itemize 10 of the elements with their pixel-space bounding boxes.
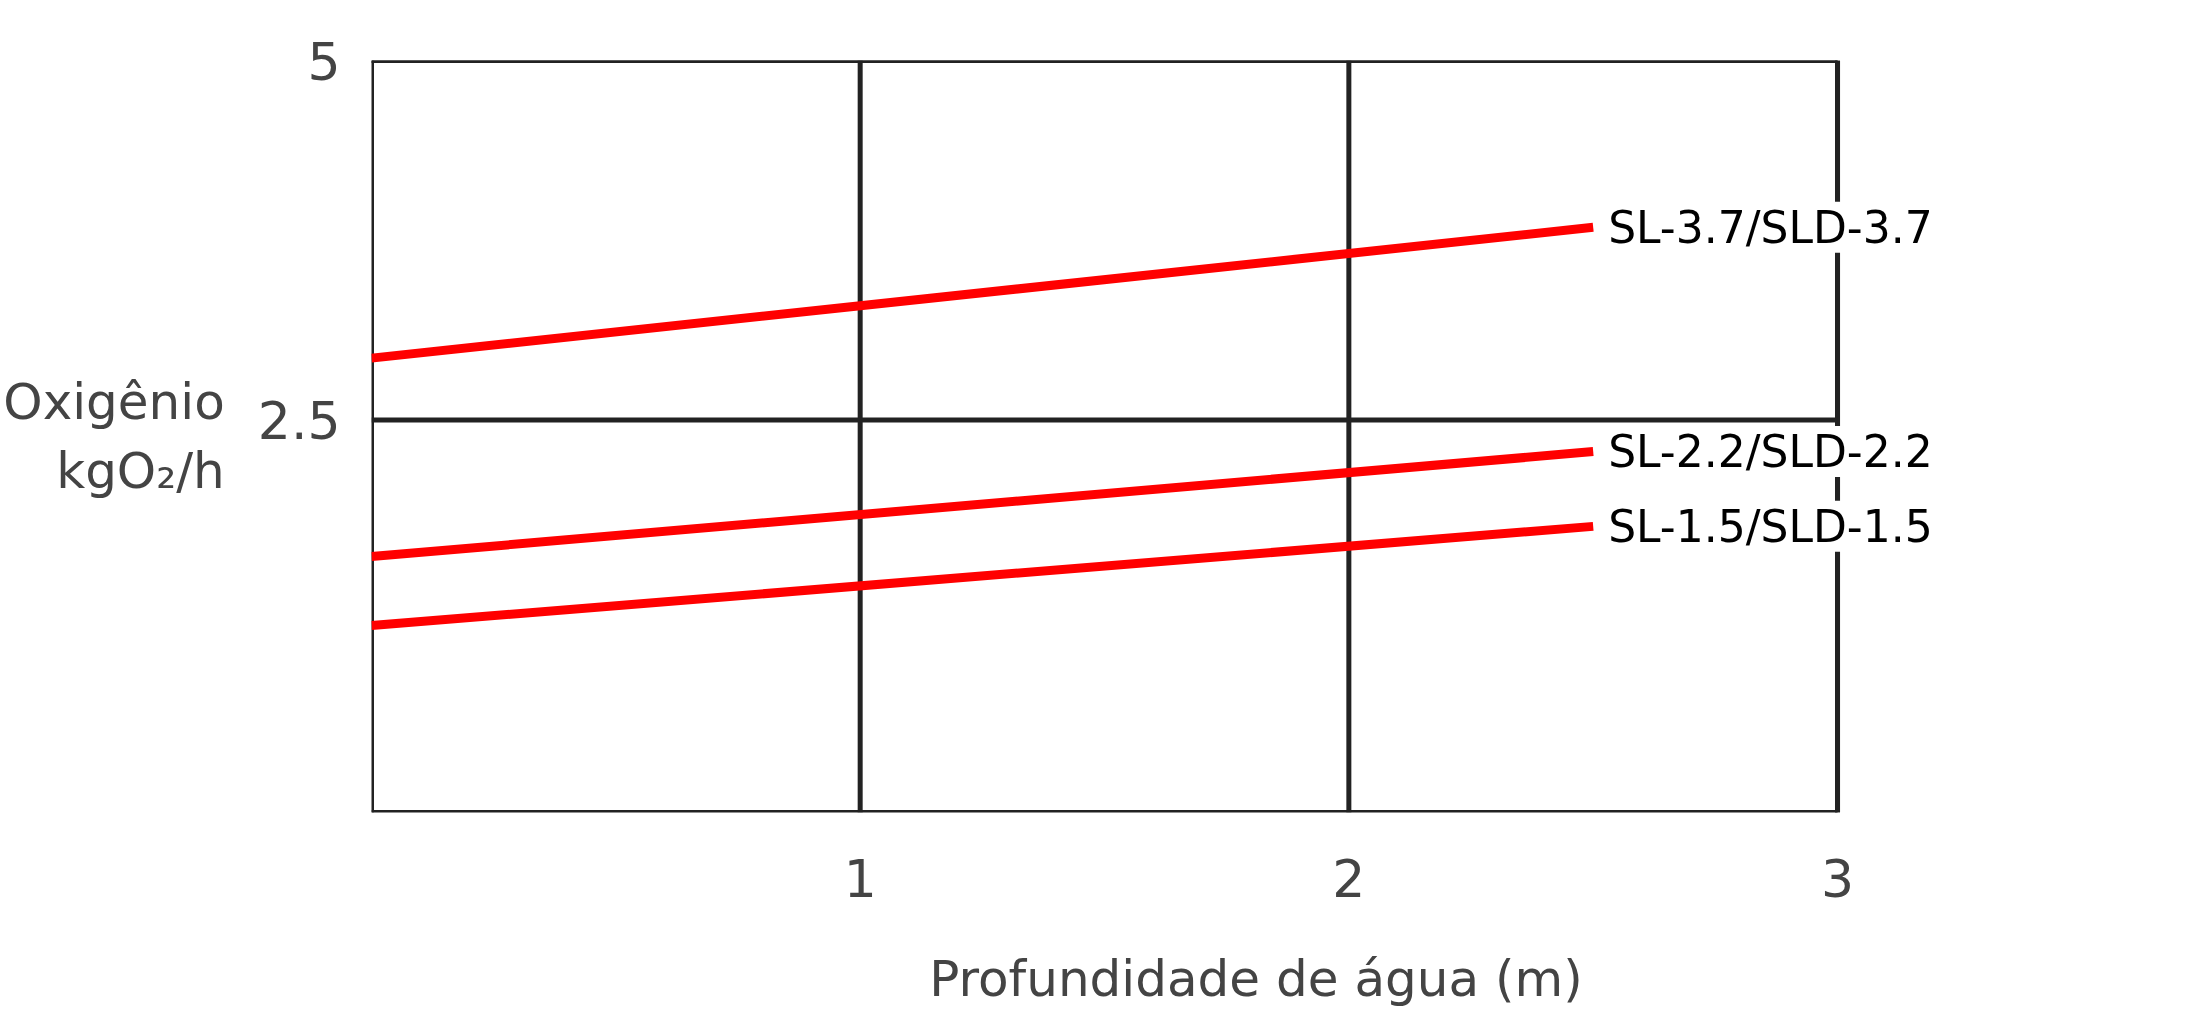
series-label: SL-2.2/SLD-2.2 xyxy=(1608,426,1933,478)
x-tick-label: 3 xyxy=(1820,848,1855,909)
y-axis-title: Oxigênio kgO₂/h xyxy=(3,372,225,501)
x-axis-title: Profundidade de água (m) xyxy=(929,949,1583,1008)
series-label: SL-3.7/SLD-3.7 xyxy=(1608,201,1933,253)
series-label: SL-1.5/SLD-1.5 xyxy=(1608,500,1933,552)
y-tick-label: 5 xyxy=(307,31,341,92)
y-tick-label: 2.5 xyxy=(257,390,341,451)
x-tick-label: 2 xyxy=(1332,848,1366,909)
x-tick-label: 1 xyxy=(843,848,877,909)
